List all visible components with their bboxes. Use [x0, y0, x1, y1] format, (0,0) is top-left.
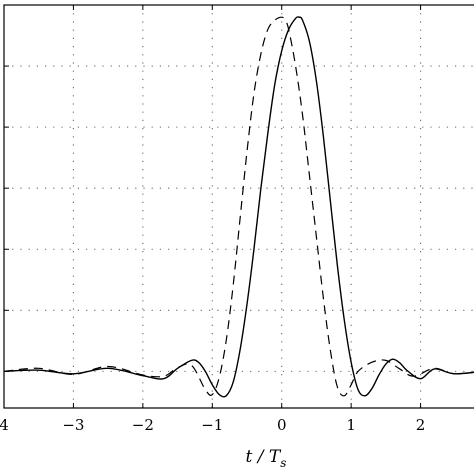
x-tick-label: 0 [277, 416, 287, 434]
x-tick-label: −1 [201, 416, 223, 434]
x-tick-label: 4 [0, 416, 9, 434]
x-tick-label: −2 [132, 416, 154, 434]
x-tick-label: 2 [416, 416, 426, 434]
series-solid-line [3, 16, 474, 398]
x-tick-label: −3 [62, 416, 84, 434]
series-dashed-line [3, 16, 474, 397]
x-axis-label: t / Ts [246, 447, 287, 470]
x-axis-label-main: t / T [246, 447, 282, 467]
x-tick-label: 1 [346, 416, 356, 434]
x-axis-label-subscript: s [280, 456, 286, 470]
tick-layer: 4−3−2−10123 [0, 5, 426, 434]
series-layer [3, 16, 474, 398]
grid-layer [3, 5, 474, 408]
plot-frame [3, 4, 474, 409]
